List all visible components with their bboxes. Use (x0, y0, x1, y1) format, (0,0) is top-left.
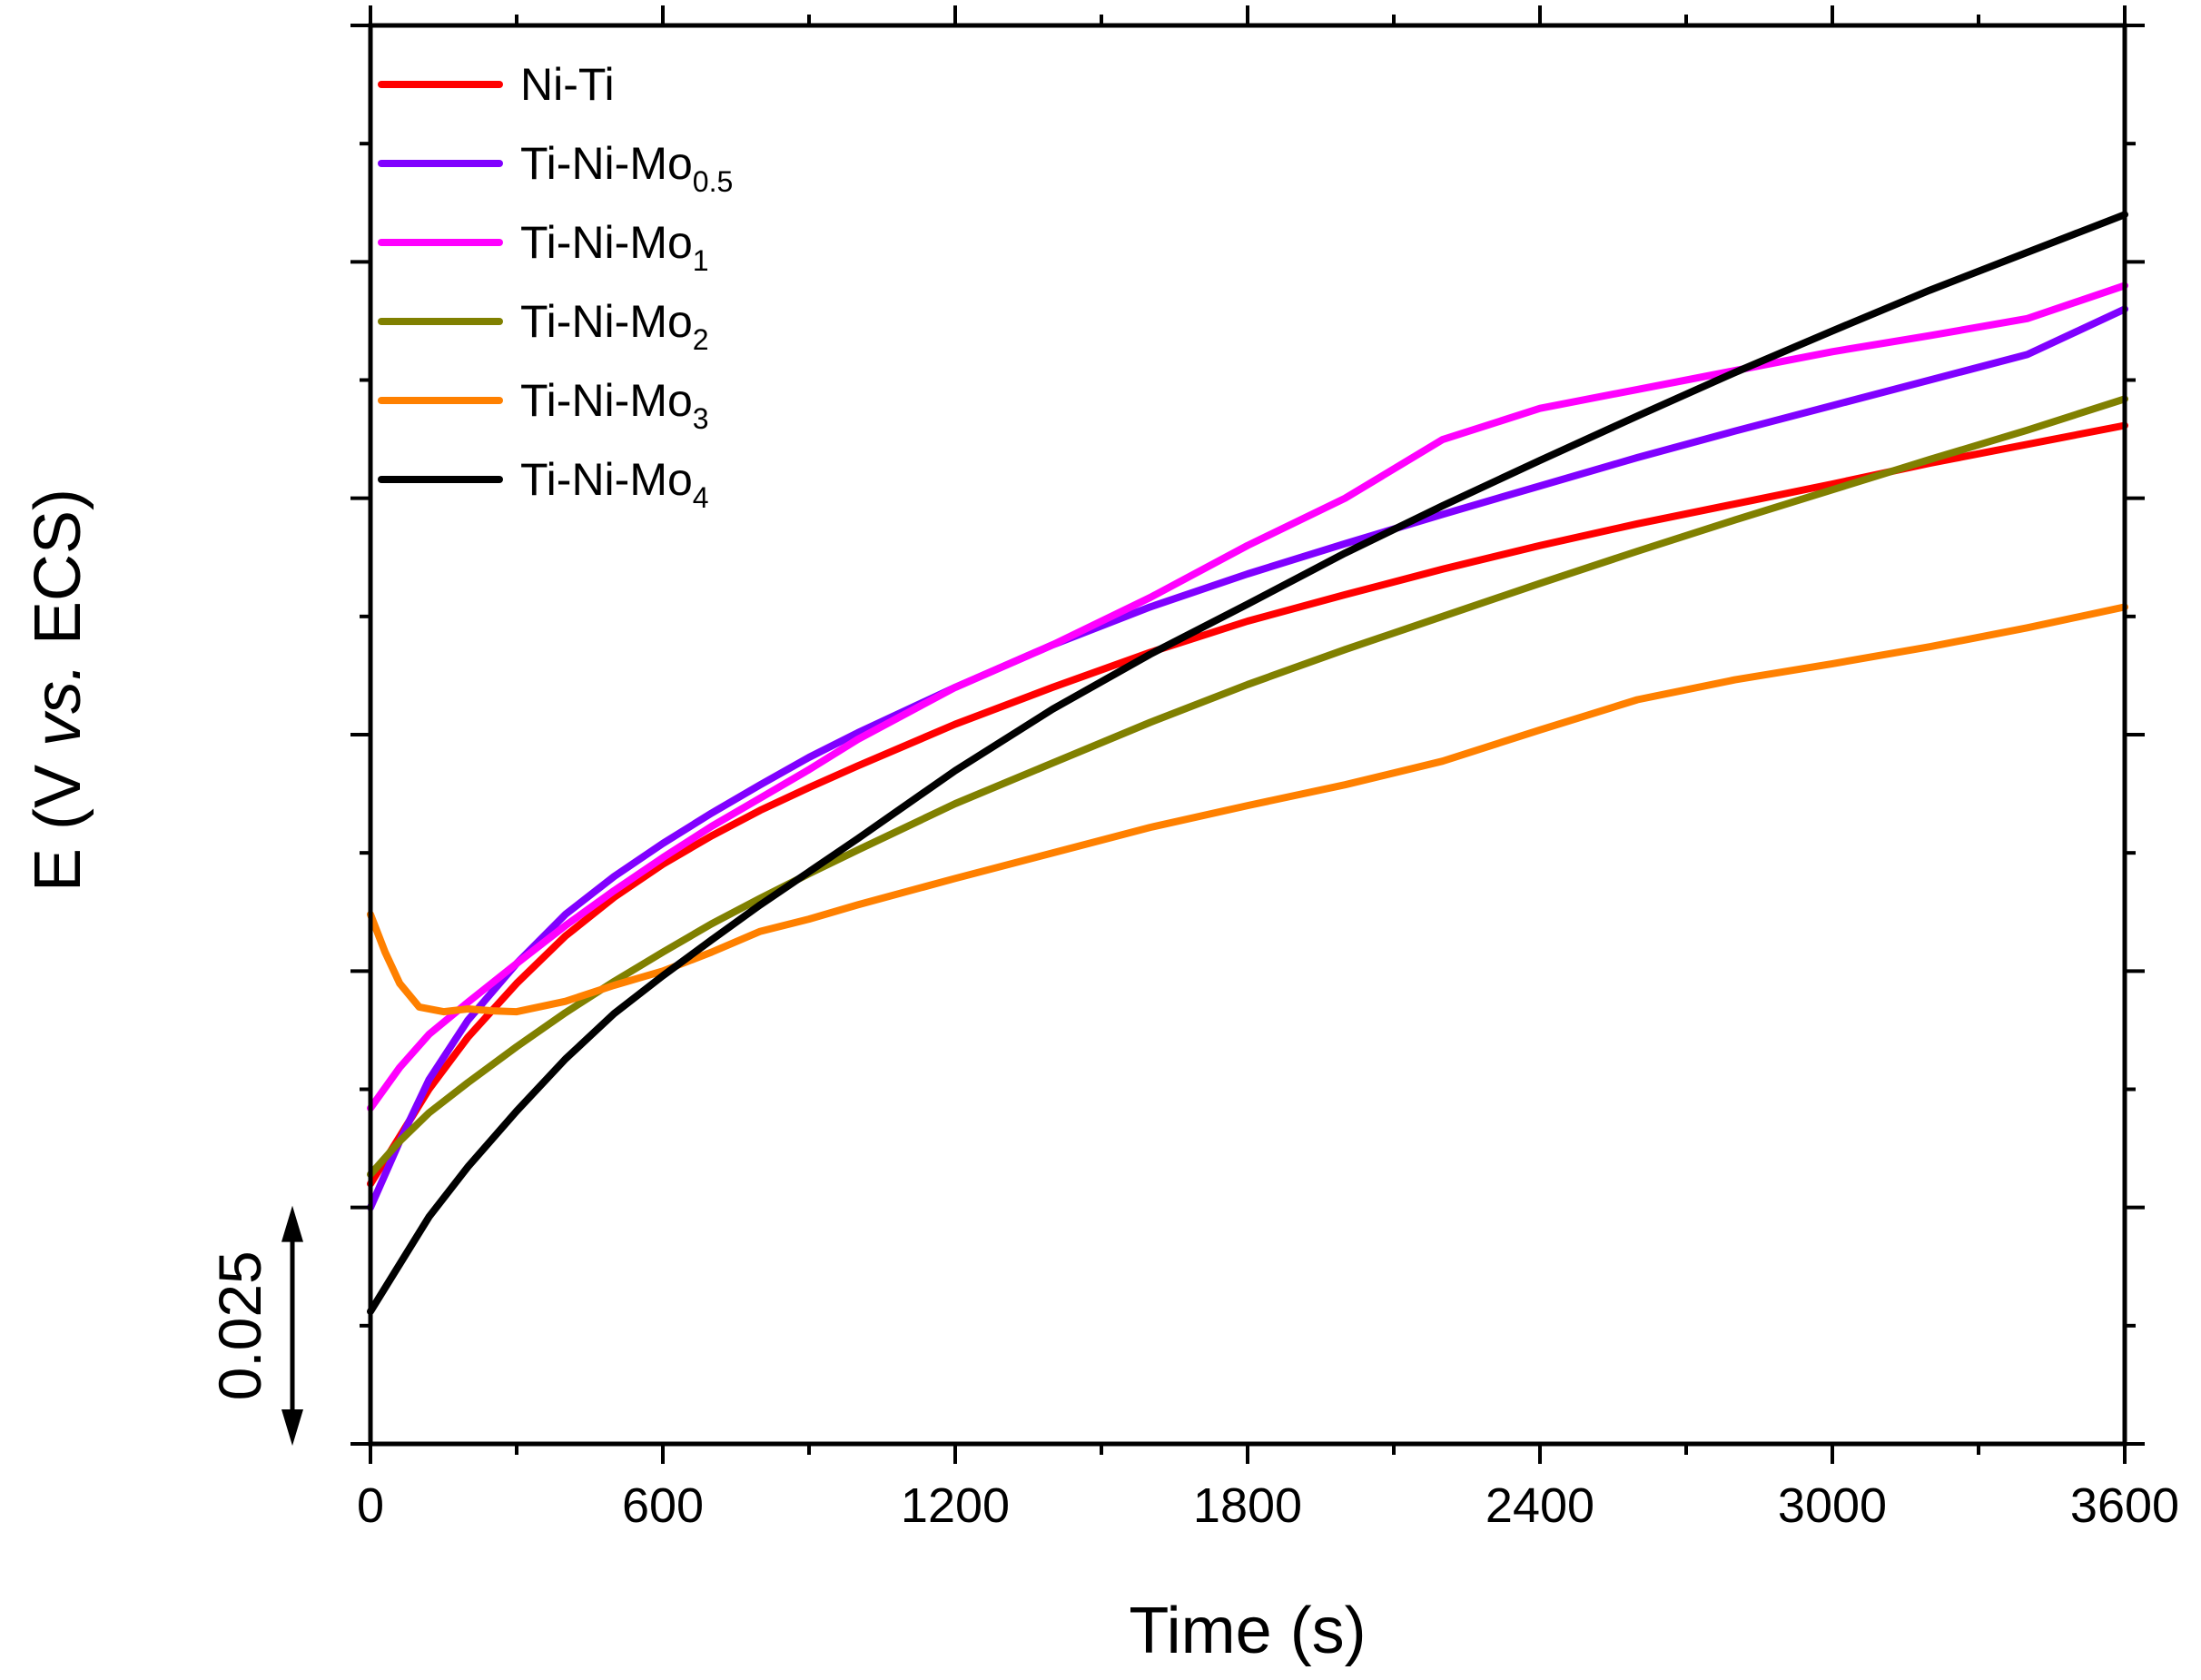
legend-item-2: Ti-Ni-Mo0.5 (378, 138, 733, 198)
legend-label: Ti-Ni-Mo3 (520, 375, 709, 435)
y-axis-title-italic: vs. (22, 663, 94, 746)
series-line-5 (367, 603, 2128, 1016)
legend-item-4: Ti-Ni-Mo2 (378, 296, 709, 356)
x-tick-label: 3000 (1778, 1478, 1887, 1533)
legend-item-6: Ti-Ni-Mo4 (378, 454, 709, 514)
legend-label: Ti-Ni-Mo2 (520, 296, 709, 356)
x-tick-label: 1200 (901, 1478, 1010, 1533)
legend-label: Ti-Ni-Mo1 (520, 217, 709, 277)
x-tick-labels: 0 600 1200 1800 2400 3000 3600 (357, 1478, 2179, 1533)
x-tick-label: 3600 (2070, 1478, 2179, 1533)
scale-bar-arrow-up-icon (281, 1205, 303, 1242)
scale-bar-label: 0.025 (206, 1250, 273, 1400)
x-tick-label: 600 (622, 1478, 704, 1533)
x-tick-label: 1800 (1193, 1478, 1302, 1533)
series-line-4 (367, 395, 2128, 1179)
x-tick-label: 0 (357, 1478, 384, 1533)
legend-item-3: Ti-Ni-Mo1 (378, 217, 709, 277)
scale-bar: 0.025 (206, 1205, 303, 1446)
scale-bar-arrow-down-icon (281, 1409, 303, 1446)
axis-ticks (350, 5, 2145, 1464)
series-line-2 (367, 305, 2128, 1211)
plot-lines (367, 211, 2128, 1316)
x-tick-label: 2400 (1485, 1478, 1594, 1533)
legend-label: Ti-Ni-Mo0.5 (520, 138, 733, 198)
legend-item-1: Ni-Ti (378, 59, 615, 110)
series-line-6 (367, 211, 2128, 1316)
legend: Ni-Ti Ti-Ni-Mo0.5 Ti-Ni-Mo1 Ti-Ni-Mo2 Ti-Ni-… (378, 59, 733, 514)
legend-item-5: Ti-Ni-Mo3 (378, 375, 709, 435)
y-axis-title-suffix: ECS) (22, 489, 94, 663)
legend-label: Ti-Ni-Mo4 (520, 454, 709, 514)
legend-label: Ni-Ti (520, 59, 615, 110)
x-axis-title: Time (s) (1129, 1595, 1366, 1667)
y-axis-title-prefix: E (V (22, 746, 94, 892)
y-axis-title: E (V vs. ECS) (22, 489, 94, 892)
series-line-1 (367, 421, 2128, 1188)
